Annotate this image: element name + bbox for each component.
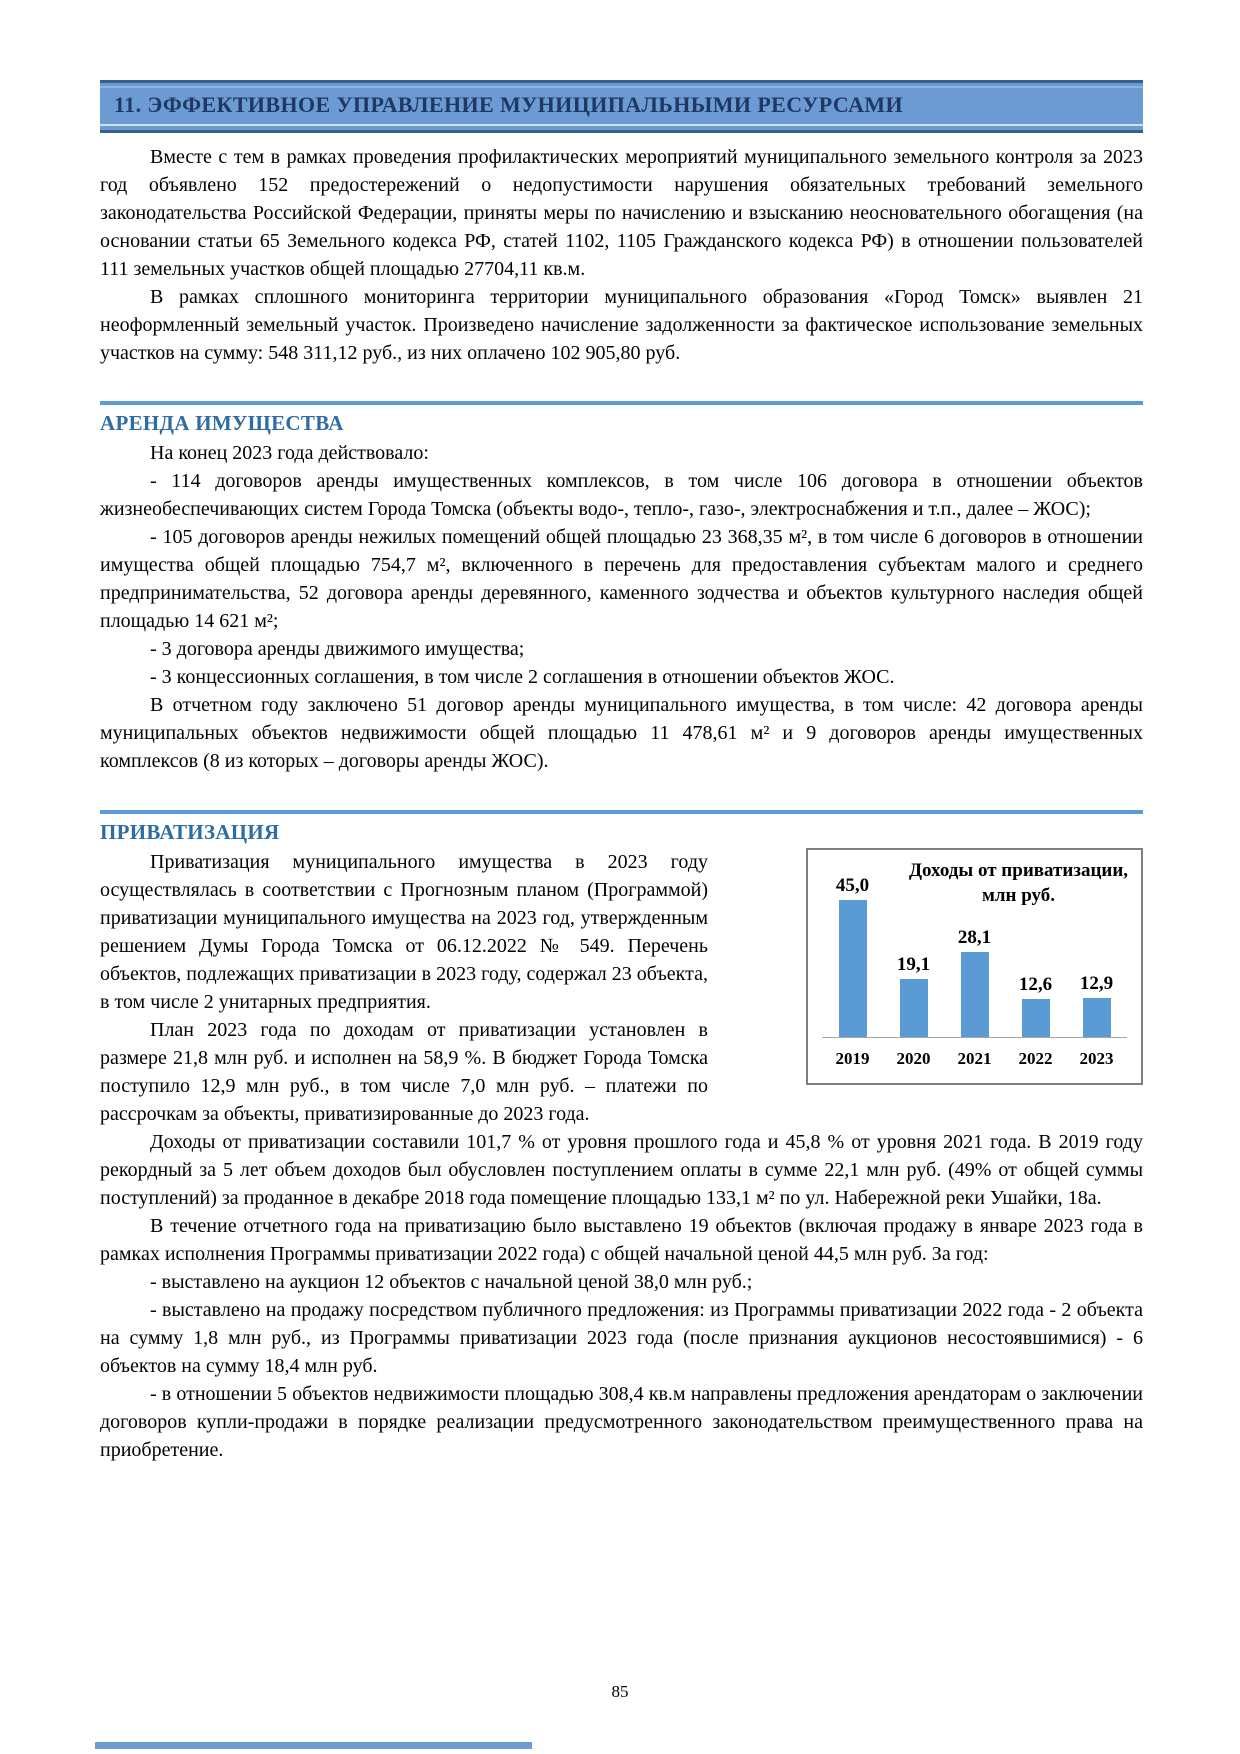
bar-column: 28,1: [944, 927, 1005, 1037]
arenda-lead: На конец 2023 года действовало:: [150, 442, 429, 464]
chart-title: Доходы от приватизации, млн руб.: [908, 860, 1129, 906]
section-banner: 11. ЭФФЕКТИВНОЕ УПРАВЛЕНИЕ МУНИЦИПАЛЬНЫМ…: [100, 80, 1143, 133]
axis-year-label: 2019: [835, 1049, 870, 1068]
bar-column: 12,9: [1066, 973, 1127, 1037]
privatizaciya-paragraph-3: Доходы от приватизации составили 101,7 %…: [100, 1131, 1143, 1209]
bar-value-label: 28,1: [957, 927, 992, 948]
bar-column: 12,6: [1005, 974, 1066, 1037]
privatizaciya-list-item: - выставлено на аукцион 12 объектов с на…: [150, 1271, 753, 1293]
bar-column: 45,0: [822, 875, 883, 1037]
arenda-list-item: - 3 концессионных соглашения, в том числ…: [150, 666, 895, 688]
chart-bars: 45,0 19,1 28,1 12,6 12,9: [822, 872, 1127, 1038]
bar-column: 19,1: [883, 954, 944, 1037]
arenda-list-item: - 105 договоров аренды нежилых помещений…: [100, 526, 1143, 632]
section-divider: [100, 401, 1143, 405]
bar: [838, 900, 867, 1037]
privatizaciya-paragraph-2: План 2023 года по доходам от приватизаци…: [100, 1019, 708, 1125]
arenda-list-item: - 114 договоров аренды имущественных ком…: [100, 470, 1143, 520]
page-title: 11. ЭФФЕКТИВНОЕ УПРАВЛЕНИЕ МУНИЦИПАЛЬНЫМ…: [114, 92, 904, 117]
axis-year-label: 2021: [957, 1049, 992, 1068]
arenda-closing: В отчетном году заключено 51 договор аре…: [100, 694, 1143, 772]
axis-year-label: 2022: [1018, 1049, 1053, 1068]
bar-value-label: 45,0: [835, 875, 870, 896]
axis-year-label: 2020: [896, 1049, 931, 1068]
section-heading-arenda: АРЕНДА ИМУЩЕСТВА: [100, 411, 344, 435]
section-heading-privatizaciya: ПРИВАТИЗАЦИЯ: [100, 820, 280, 844]
privatizaciya-list-item: - выставлено на продажу посредством публ…: [100, 1299, 1143, 1377]
bar-value-label: 19,1: [896, 954, 931, 975]
page-number: 85: [611, 1682, 629, 1701]
page-content: 11. ЭФФЕКТИВНОЕ УПРАВЛЕНИЕ МУНИЦИПАЛЬНЫМ…: [100, 0, 1143, 1464]
intro-paragraph-2: В рамках сплошного мониторинга территори…: [100, 286, 1143, 364]
arenda-list-item: - 3 договора аренды движимого имущества;: [150, 638, 525, 660]
bar: [899, 979, 928, 1037]
privatizaciya-paragraph-4: В течение отчетного года на приватизацию…: [100, 1215, 1143, 1265]
privatization-income-chart: Доходы от приватизации, млн руб. 45,0 19,…: [806, 848, 1143, 1085]
privatizaciya-list-item: - в отношении 5 объектов недвижимости пл…: [100, 1383, 1143, 1461]
chart-years: 2019 2020 2021 2022 2023: [822, 1049, 1127, 1069]
privatizaciya-paragraph-1: Приватизация муниципального имущества в …: [100, 851, 708, 1013]
bar-value-label: 12,6: [1018, 974, 1053, 995]
footer-rule: [95, 1742, 532, 1749]
bar: [1021, 999, 1050, 1037]
axis-year-label: 2023: [1079, 1049, 1114, 1068]
bar: [1082, 998, 1111, 1037]
intro-paragraph-1: Вместе с тем в рамках проведения профила…: [100, 146, 1143, 280]
section-divider: [100, 810, 1143, 814]
bar-value-label: 12,9: [1079, 973, 1114, 994]
bar: [960, 952, 989, 1037]
